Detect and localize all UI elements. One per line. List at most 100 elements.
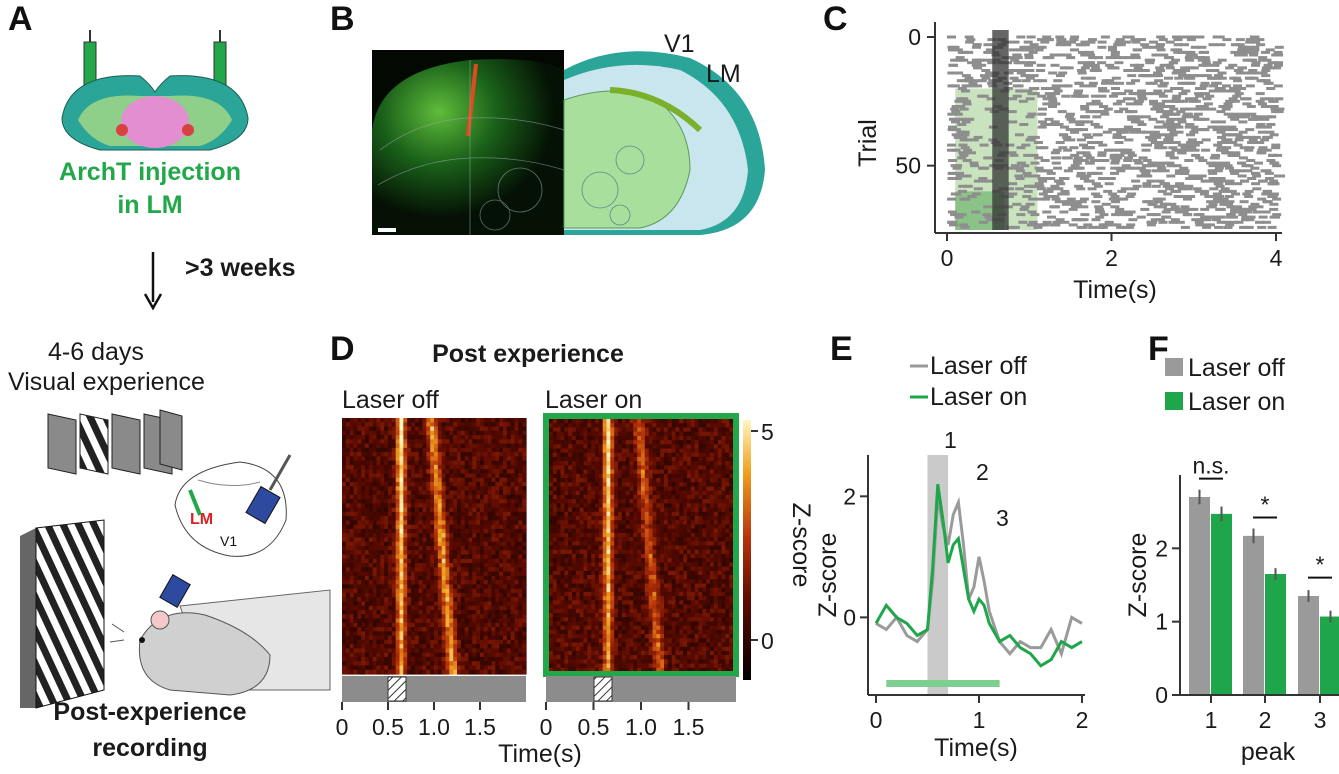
heatmap-cell bbox=[349, 473, 355, 479]
spike-mark bbox=[1170, 48, 1180, 52]
heatmap-cell bbox=[395, 422, 401, 428]
heatmap-cell bbox=[342, 469, 347, 475]
heatmap-cell bbox=[411, 554, 416, 560]
heatmap-cell bbox=[430, 584, 435, 590]
heatmap-cell bbox=[487, 499, 493, 504]
spike-mark bbox=[959, 197, 969, 201]
heatmap-cell bbox=[568, 435, 573, 441]
heatmap-cell bbox=[460, 511, 466, 517]
spike-mark bbox=[960, 146, 970, 150]
heatmap-cell bbox=[353, 652, 358, 658]
spike-mark bbox=[1128, 92, 1138, 96]
heatmap-cell bbox=[342, 580, 347, 585]
heatmap-cell bbox=[399, 528, 404, 534]
spike-mark bbox=[1142, 164, 1152, 168]
heatmap-cell bbox=[476, 588, 481, 594]
heatmap-cell bbox=[418, 422, 424, 428]
heatmap-cell bbox=[411, 524, 416, 530]
heatmap-cell bbox=[468, 614, 473, 620]
heatmap-cell bbox=[349, 631, 355, 637]
spike-mark bbox=[1102, 177, 1112, 180]
heatmap-cell bbox=[376, 597, 381, 603]
heatmap-cell bbox=[411, 665, 416, 671]
heatmap-cell bbox=[368, 452, 374, 457]
heatmap-cell bbox=[671, 448, 677, 454]
heatmap-cell bbox=[441, 639, 447, 645]
heatmap-cell bbox=[480, 601, 485, 607]
heatmap-cell bbox=[575, 448, 581, 454]
heatmap-cell bbox=[506, 533, 512, 539]
heatmap-cell bbox=[464, 447, 470, 453]
heatmap-cell bbox=[391, 601, 397, 607]
heatmap-cell bbox=[365, 610, 370, 615]
heatmap-cell bbox=[522, 563, 527, 568]
heatmap-cell bbox=[506, 528, 512, 534]
heatmap-cell bbox=[506, 605, 512, 611]
heatmap-cell bbox=[365, 426, 370, 432]
spike-mark bbox=[1216, 120, 1226, 124]
spike-mark bbox=[1063, 156, 1073, 160]
heatmap-cell bbox=[522, 669, 527, 675]
heatmap-cell bbox=[549, 427, 554, 433]
spike-mark bbox=[1154, 143, 1164, 147]
heatmap-cell bbox=[403, 622, 408, 628]
spike-mark bbox=[1057, 53, 1067, 57]
heatmap-cell bbox=[430, 460, 435, 466]
heatmap-cell bbox=[441, 533, 447, 539]
laser-window bbox=[992, 30, 1009, 230]
spike-mark bbox=[1169, 107, 1179, 111]
heatmap-cell bbox=[434, 452, 439, 457]
spike-mark bbox=[1098, 177, 1107, 180]
heatmap-cell bbox=[414, 447, 420, 453]
heatmap-cell bbox=[518, 507, 523, 513]
heatmap-cell bbox=[372, 631, 378, 637]
heatmap-cell bbox=[606, 431, 611, 437]
heatmap-cell bbox=[380, 622, 385, 628]
heatmap-cell bbox=[357, 443, 362, 449]
spike-mark bbox=[987, 81, 997, 85]
heatmap-cell bbox=[480, 422, 485, 428]
heatmap-cell bbox=[403, 652, 408, 658]
heatmap-cell bbox=[365, 494, 370, 500]
heatmap-cell bbox=[518, 635, 523, 641]
heatmap-cell bbox=[388, 528, 393, 534]
heatmap-cell bbox=[422, 610, 427, 615]
heatmap-cell bbox=[710, 444, 715, 450]
heatmap-cell bbox=[437, 422, 443, 428]
heatmap-cell bbox=[514, 669, 519, 675]
heatmap-cell bbox=[345, 597, 351, 603]
heatmap-cell bbox=[368, 477, 374, 483]
heatmap-cell bbox=[349, 516, 355, 521]
heatmap-cell bbox=[453, 533, 458, 539]
spike-mark bbox=[1197, 58, 1207, 62]
heatmap-cell bbox=[687, 444, 692, 450]
heatmap-cell bbox=[690, 456, 696, 462]
heatmap-cell bbox=[353, 610, 358, 615]
heatmap-cell bbox=[411, 464, 416, 470]
heatmap-cell bbox=[380, 511, 385, 517]
heatmap-cell bbox=[483, 473, 489, 479]
heatmap-cell bbox=[368, 592, 374, 598]
heatmap-cell bbox=[422, 507, 427, 513]
spike-mark bbox=[971, 192, 981, 196]
heatmap-cell bbox=[487, 486, 493, 492]
heatmap-cell bbox=[361, 546, 366, 551]
heatmap-cell bbox=[422, 516, 427, 521]
heatmap-cell bbox=[725, 423, 730, 428]
heatmap-cell bbox=[491, 648, 496, 654]
heatmap-cell bbox=[487, 520, 493, 526]
heatmap-cell bbox=[411, 584, 416, 590]
heatmap-cell bbox=[671, 461, 677, 466]
heatmap-cell bbox=[449, 546, 454, 551]
heatmap-cell bbox=[391, 627, 397, 632]
heatmap-cell bbox=[441, 494, 447, 500]
heatmap-cell bbox=[503, 563, 508, 568]
heatmap-cell bbox=[510, 486, 516, 492]
heatmap-cell bbox=[345, 627, 351, 632]
heatmap-cell bbox=[656, 440, 661, 445]
heatmap-cell bbox=[384, 656, 389, 662]
heatmap-cell bbox=[606, 448, 611, 454]
heatmap-cell bbox=[568, 427, 573, 433]
heatmap-cell bbox=[480, 460, 485, 466]
heatmap-cell bbox=[476, 524, 481, 530]
